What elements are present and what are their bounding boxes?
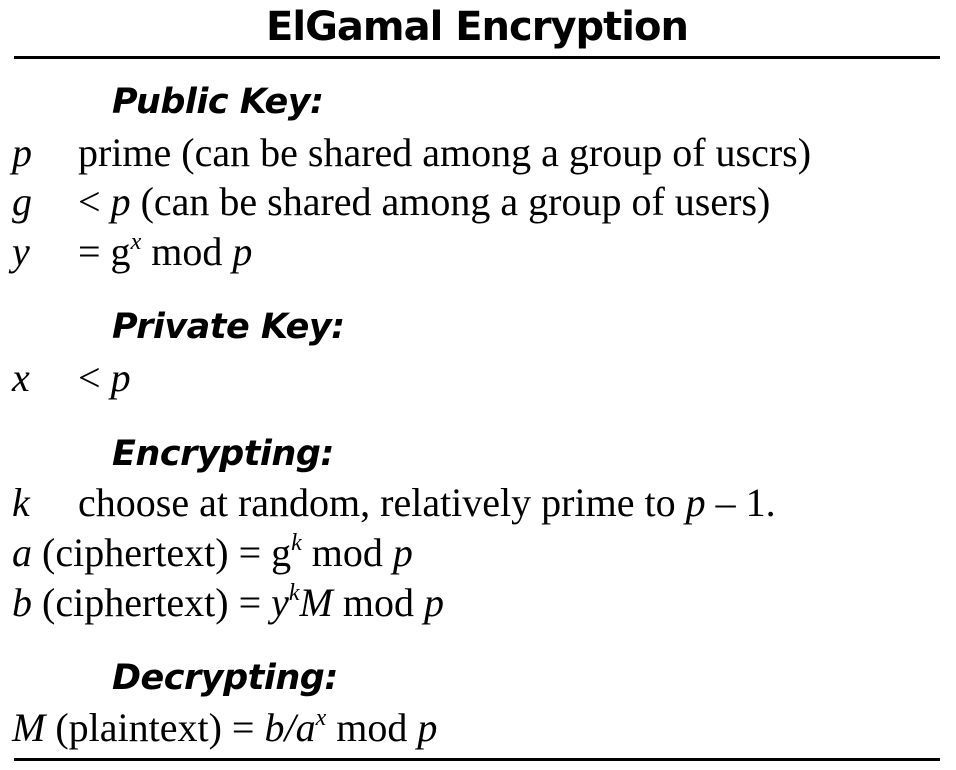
top-rule [14, 56, 940, 59]
decrypting-M-row: M (plaintext) = b/ax mod p [12, 704, 437, 752]
a-variable: a [12, 530, 32, 575]
public-key-p-row: p prime (can be shared among a group of u… [12, 129, 811, 177]
y-p-symbol: p [232, 229, 253, 274]
private-key-heading: Private Key: [112, 307, 345, 347]
b-M-symbol: M [299, 580, 333, 625]
decrypting-heading: Decrypting: [112, 658, 338, 698]
p-variable: p [12, 130, 32, 175]
b-variable: b [12, 580, 32, 625]
b-expression: (ciphertext) = [32, 580, 272, 625]
bottom-rule [14, 758, 940, 761]
M-p-symbol: p [417, 705, 438, 750]
x-p-symbol: p [110, 355, 131, 400]
M-variable: M [12, 705, 46, 750]
a-p-symbol: p [392, 530, 413, 575]
k-variable: k [12, 480, 30, 525]
g-p-symbol: p [110, 179, 131, 224]
M-expression: (plaintext) = [45, 705, 265, 750]
public-key-g-row: g < p (can be shared among a group of use… [12, 178, 770, 226]
private-key-x-row: x < p [12, 354, 131, 402]
g-relation: < [78, 179, 101, 224]
g-variable: g [12, 179, 32, 224]
k-tail: – 1. [705, 480, 776, 525]
M-fraction: b/a [264, 705, 316, 750]
p-description: prime (can be shared among a group of us… [78, 130, 812, 175]
b-exponent: k [288, 580, 300, 606]
y-exponent: x [130, 229, 142, 255]
b-p-symbol: p [424, 580, 444, 625]
public-key-heading: Public Key: [112, 82, 324, 122]
page-title: ElGamal Encryption [266, 4, 689, 50]
a-expression: (ciphertext) = g [32, 530, 292, 575]
b-y-symbol: y [271, 580, 289, 625]
k-description: choose at random, relatively prime to [78, 480, 686, 525]
x-relation: < [78, 355, 101, 400]
b-mod: mod [332, 580, 424, 625]
a-mod: mod [301, 530, 393, 575]
M-exponent: x [315, 705, 327, 731]
encrypting-a-row: a (ciphertext) = gk mod p [12, 529, 413, 577]
M-mod: mod [326, 705, 418, 750]
k-p-symbol: p [685, 480, 706, 525]
a-exponent: k [291, 530, 302, 556]
encrypting-b-row: b (ciphertext) = ykM mod p [12, 579, 444, 627]
y-mod: mod [141, 229, 233, 274]
y-variable: y [12, 229, 30, 274]
public-key-y-row: y = gx mod p [12, 228, 252, 276]
g-description: (can be shared among a group of users) [140, 179, 771, 224]
y-equation: = g [78, 229, 131, 274]
encrypting-heading: Encrypting: [112, 434, 334, 474]
x-variable: x [12, 355, 30, 400]
encrypting-k-row: k choose at random, relatively prime to p… [12, 479, 776, 527]
